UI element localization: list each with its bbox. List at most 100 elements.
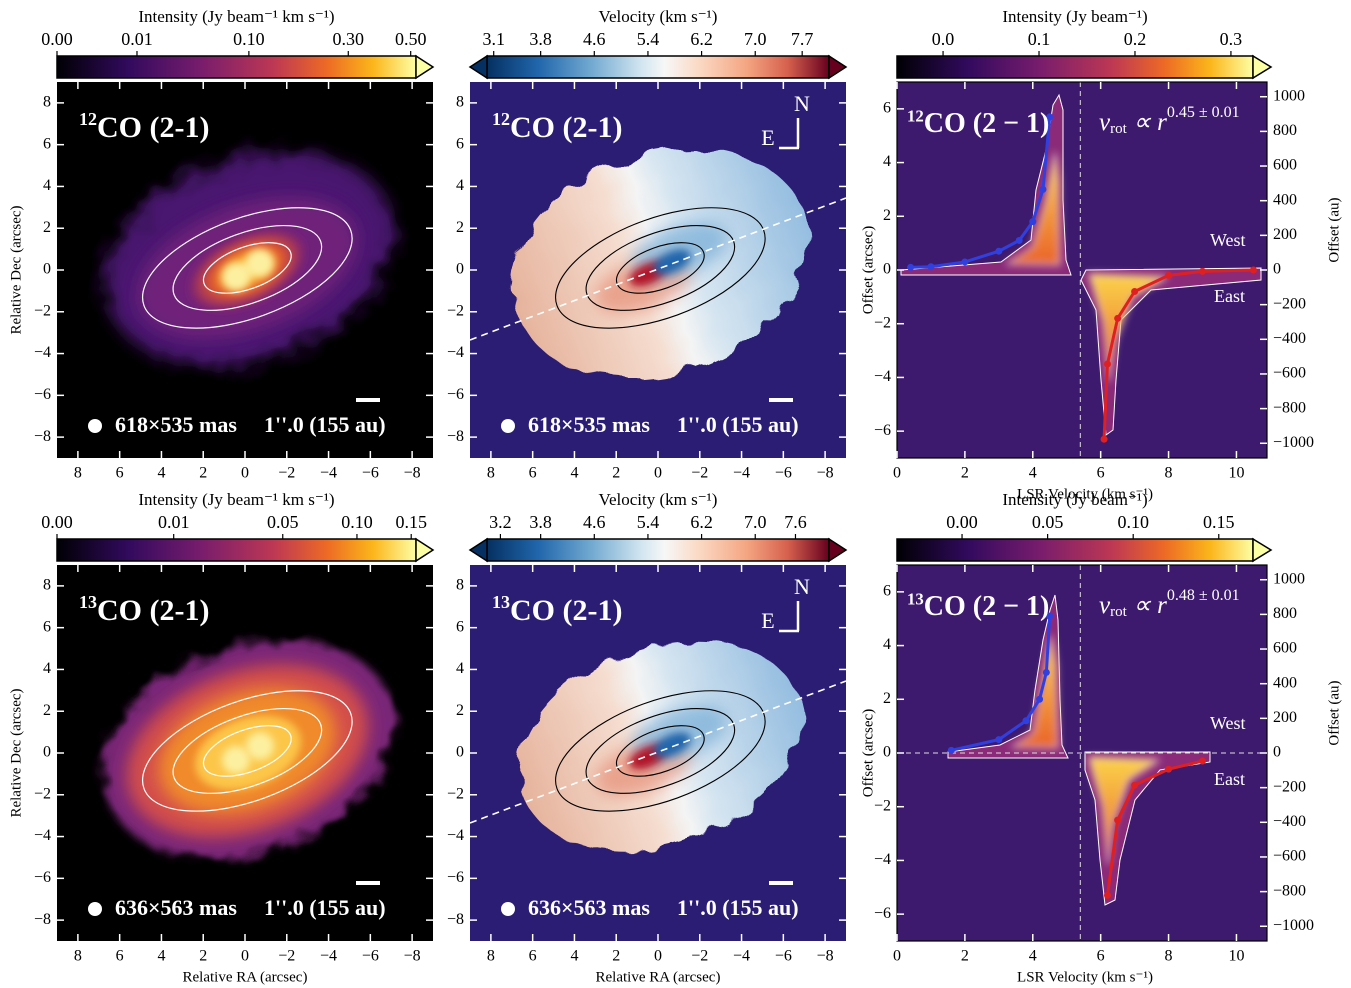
compass-east-label: E: [761, 125, 774, 150]
x-tick-label: −4: [733, 948, 750, 965]
y-tick-label: −4: [34, 827, 51, 844]
y-tick-label: 6: [43, 618, 51, 635]
rotation-point: [1165, 765, 1173, 773]
x-tick-label: −8: [817, 465, 834, 482]
y2-tick-label: −800: [1273, 399, 1306, 416]
x-tick-label: 0: [893, 465, 901, 482]
colorbar-tick-label: 0.10: [233, 29, 265, 49]
y2-tick-label: 200: [1273, 226, 1297, 243]
x-tick-label: 0: [241, 948, 249, 965]
rotation-point: [995, 736, 1003, 744]
rotation-point: [1103, 891, 1111, 899]
beam-size: 618×535 mas: [115, 412, 237, 437]
contour: [555, 690, 766, 812]
scale-bar-label: 1''.0 (155 au): [264, 895, 386, 920]
rotation-point: [1100, 435, 1108, 443]
y-tick-label: 0: [43, 261, 51, 278]
panel-label: 12CO (2-1): [79, 109, 209, 144]
x-tick-label: 6: [529, 465, 537, 482]
beam-size: 618×535 mas: [528, 412, 650, 437]
y-tick-label: 0: [883, 744, 891, 761]
y-tick-label: −2: [447, 302, 464, 319]
rotation-point: [1046, 612, 1054, 620]
scale-bar-label: 1''.0 (155 au): [264, 412, 386, 437]
y-tick-label: −2: [34, 302, 51, 319]
y-tick-label: 2: [883, 207, 891, 224]
y2-tick-label: −400: [1273, 813, 1306, 830]
x-tick-label: 2: [961, 948, 969, 965]
rotation-point: [1042, 668, 1050, 676]
colorbar: [56, 55, 417, 79]
lobe: [222, 263, 250, 291]
rotation-curve: [950, 615, 1052, 752]
y-tick-label: 4: [43, 177, 51, 194]
rotation-law-exp: 0.45 ± 0.01: [1167, 104, 1240, 121]
colorbar-tick-label: 0.00: [41, 512, 73, 532]
y2-tick-label: 600: [1273, 640, 1297, 657]
x-tick-label: −2: [691, 948, 708, 965]
rotation-point: [1036, 695, 1044, 703]
colorbar-extend: [1252, 537, 1273, 563]
rotation-point: [1165, 271, 1173, 279]
y-axis-label: Offset (arcsec): [860, 709, 876, 797]
colorbar-label: Velocity (km s⁻¹): [599, 7, 718, 26]
colorbar-tick-label: 0.1: [1028, 29, 1051, 49]
panel-label-isotope: 12: [492, 109, 510, 129]
y2-tick-label: −200: [1273, 778, 1306, 795]
compass-north-label: N: [794, 91, 810, 116]
y-tick-label: 4: [43, 660, 51, 677]
rotation-point: [947, 746, 955, 754]
colorbar: [486, 538, 830, 562]
x-tick-label: 10: [1228, 465, 1244, 482]
y-tick-label: 8: [456, 577, 464, 594]
x-tick-label: −6: [362, 948, 379, 965]
contour: [555, 207, 766, 329]
rotation-law-v: v: [1099, 109, 1111, 136]
y-tick-label: −4: [447, 344, 464, 361]
colorbar-extend: [415, 54, 435, 80]
colorbar-extend: [828, 54, 848, 80]
y-tick-label: −2: [874, 797, 891, 814]
x-tick-label: 6: [116, 465, 124, 482]
rotation-law-sub: rot: [1110, 604, 1127, 620]
colorbar-tick-label: 6.2: [690, 29, 713, 49]
x-tick-label: 6: [116, 948, 124, 965]
panel-label-text: CO (2 − 1): [924, 591, 1050, 622]
y-tick-label: −4: [874, 368, 891, 385]
beam: [501, 902, 515, 916]
colorbar-tick-label: 4.6: [583, 512, 606, 532]
beam: [88, 902, 102, 916]
y-axis-label: Relative Dec (arcsec): [8, 205, 24, 334]
y2-tick-label: 600: [1273, 157, 1297, 174]
beam-size: 636×563 mas: [115, 895, 237, 920]
y-tick-label: −8: [447, 428, 464, 445]
colorbar-tick-label: 3.2: [489, 512, 512, 532]
colorbar-tick-label: 4.6: [583, 29, 606, 49]
x-tick-label: 8: [1165, 465, 1173, 482]
emission-core: [1088, 756, 1161, 866]
y2-tick-label: 400: [1273, 674, 1297, 691]
colorbar-tick-label: 0.05: [267, 512, 299, 532]
contour: [172, 224, 323, 311]
y2-tick-label: −200: [1273, 295, 1306, 312]
panel-label-text: CO (2-1): [510, 111, 622, 144]
colorbar: [896, 55, 1254, 79]
colorbar-extend: [468, 54, 488, 80]
x-tick-label: −6: [775, 948, 792, 965]
y-tick-label: −4: [447, 827, 464, 844]
colorbar-tick-label: 0.00: [41, 29, 73, 49]
y-tick-label: 8: [456, 94, 464, 111]
colorbar-tick-label: 3.8: [529, 512, 552, 532]
east-label: East: [1214, 769, 1245, 789]
colorbar-label: Intensity (Jy beam⁻¹): [1002, 490, 1147, 509]
beam-size: 636×563 mas: [528, 895, 650, 920]
velocity-image: NE: [469, 574, 847, 852]
x-tick-label: 0: [654, 465, 662, 482]
colorbar-tick-label: 0.0: [932, 29, 955, 49]
y-tick-label: −4: [34, 344, 51, 361]
rotation-point: [1131, 781, 1139, 789]
colorbar-tick-label: 0.3: [1220, 29, 1243, 49]
y-tick-label: 6: [883, 583, 891, 600]
colorbar: [486, 55, 830, 79]
y-tick-label: 6: [43, 135, 51, 152]
